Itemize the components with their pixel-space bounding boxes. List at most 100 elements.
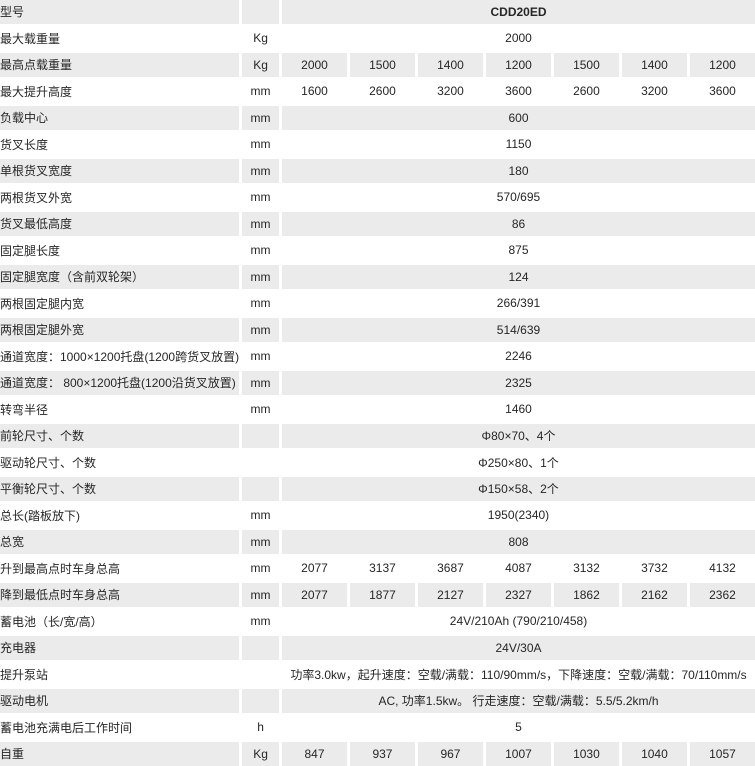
value-cell: 1500: [349, 53, 415, 77]
value-cell: 1200: [485, 53, 551, 77]
value-cell: 1877: [349, 583, 415, 607]
value-cell: 3600: [485, 79, 551, 103]
value-cell: 功率3.0kw，起升速度：空载/满载：110/90mm/s，下降速度：空载/满载…: [282, 662, 755, 686]
value-cell: Φ250×80、1个: [282, 450, 755, 474]
unit-cell: mm: [242, 556, 279, 580]
value-cell: 124: [282, 265, 755, 289]
value-cell: 24V/210Ah (790/210/458): [282, 609, 755, 633]
row-label: 蓄电池充满电后工作时间: [0, 715, 240, 739]
value-cell: 3732: [621, 556, 687, 580]
row-label: 通道宽度： 800×1200托盘(1200沿货叉放置): [0, 371, 240, 395]
row-label: 总长(踏板放下): [0, 503, 240, 527]
unit-cell: [242, 450, 279, 474]
value-cell: 3200: [621, 79, 687, 103]
value-cell: AC, 功率1.5kw。 行走速度：空载/满载：5.5/5.2km/h: [282, 689, 755, 713]
spec-row: 最高点载重量 Kg 2000 1500 1400 1200 1500 1400 1200: [0, 53, 755, 77]
spec-row: 最大载重量 Kg 2000: [0, 26, 755, 50]
row-label: 通道宽度：1000×1200托盘(1200跨货叉放置): [0, 344, 240, 368]
unit-cell: mm: [242, 397, 279, 421]
row-label: 两根固定腿内宽: [0, 291, 240, 315]
row-label: 单根货叉宽度: [0, 159, 240, 183]
row-label: 驱动轮尺寸、个数: [0, 450, 240, 474]
row-label: 自重: [0, 742, 240, 766]
spec-row: 单根货叉宽度 mm 180: [0, 159, 755, 183]
spec-row: 通道宽度：1000×1200托盘(1200跨货叉放置) mm 2246: [0, 344, 755, 368]
unit-cell: mm: [242, 212, 279, 236]
unit-cell: [242, 636, 279, 660]
unit-cell: mm: [242, 291, 279, 315]
spec-row: 两根固定腿内宽 mm 266/391: [0, 291, 755, 315]
value-cell: 86: [282, 212, 755, 236]
value-cell: 2000: [282, 26, 755, 50]
spec-row: 两根货叉外宽 mm 570/695: [0, 185, 755, 209]
unit-cell: mm: [242, 185, 279, 209]
spec-row: 平衡轮尺寸、个数 Φ150×58、2个: [0, 477, 755, 501]
value-cell: 2325: [282, 371, 755, 395]
spec-row: 最大提升高度 mm 1600 2600 3200 3600 2600 3200 3600: [0, 79, 755, 103]
spec-row: 蓄电池充满电后工作时间 h 5: [0, 715, 755, 739]
value-cell: 600: [282, 106, 755, 130]
row-label: 蓄电池（长/宽/高）: [0, 609, 240, 633]
value-cell: 1007: [485, 742, 551, 766]
value-cell: 808: [282, 530, 755, 554]
row-label: 前轮尺寸、个数: [0, 424, 240, 448]
unit-cell: Kg: [242, 26, 279, 50]
value-cell: 1600: [282, 79, 347, 103]
value-cell: 180: [282, 159, 755, 183]
unit-cell: [242, 424, 279, 448]
value-cell: 1150: [282, 132, 755, 156]
row-label: 驱动电机: [0, 689, 240, 713]
unit-cell: mm: [242, 238, 279, 262]
value-cell: 3132: [553, 556, 619, 580]
value-cell: 4132: [689, 556, 755, 580]
value-cell: 967: [417, 742, 483, 766]
row-label: 货叉长度: [0, 132, 240, 156]
unit-cell: mm: [242, 344, 279, 368]
unit-cell: [242, 477, 279, 501]
unit-cell: mm: [242, 530, 279, 554]
spec-row: 固定腿宽度（含前双轮架） mm 124: [0, 265, 755, 289]
spec-row: 两根固定腿外宽 mm 514/639: [0, 318, 755, 342]
spec-row: 提升泵站 功率3.0kw，起升速度：空载/满载：110/90mm/s，下降速度：空…: [0, 662, 755, 686]
unit-cell: mm: [242, 371, 279, 395]
unit-cell: mm: [242, 583, 279, 607]
row-label: 固定腿宽度（含前双轮架）: [0, 265, 240, 289]
value-cell: 1057: [689, 742, 755, 766]
unit-cell: mm: [242, 106, 279, 130]
value-cell: 4087: [485, 556, 551, 580]
unit-cell: mm: [242, 503, 279, 527]
unit-cell: [242, 689, 279, 713]
value-cell: 937: [349, 742, 415, 766]
value-cell: Φ150×58、2个: [282, 477, 755, 501]
row-label: 最大提升高度: [0, 79, 240, 103]
spec-row: 负载中心 mm 600: [0, 106, 755, 130]
spec-row: 固定腿长度 mm 875: [0, 238, 755, 262]
value-cell: 1030: [553, 742, 619, 766]
value-cell: 3200: [417, 79, 483, 103]
unit-cell: Kg: [242, 742, 279, 766]
value-cell: 2362: [689, 583, 755, 607]
row-label: 两根固定腿外宽: [0, 318, 240, 342]
spec-row: 通道宽度： 800×1200托盘(1200沿货叉放置) mm 2325: [0, 371, 755, 395]
spec-row: 总宽 mm 808: [0, 530, 755, 554]
row-label: 两根货叉外宽: [0, 185, 240, 209]
row-label: 提升泵站: [0, 662, 240, 686]
value-cell: 1950(2340): [282, 503, 755, 527]
spec-row: 升到最高点时车身总高 mm 2077 3137 3687 4087 3132 3732 4132: [0, 556, 755, 580]
unit-cell: mm: [242, 265, 279, 289]
value-cell: 1862: [553, 583, 619, 607]
spec-row: 降到最低点时车身总高 mm 2077 1877 2127 2327 1862 2162 2362: [0, 583, 755, 607]
row-label: 最高点载重量: [0, 53, 240, 77]
value-cell: 2600: [349, 79, 415, 103]
row-label: 平衡轮尺寸、个数: [0, 477, 240, 501]
value-cell: 1400: [417, 53, 483, 77]
value-cell: 266/391: [282, 291, 755, 315]
value-cell: 1460: [282, 397, 755, 421]
value-cell: 875: [282, 238, 755, 262]
value-cell: 570/695: [282, 185, 755, 209]
row-label: 总宽: [0, 530, 240, 554]
spec-row: 充电器 24V/30A: [0, 636, 755, 660]
unit-cell: mm: [242, 79, 279, 103]
spec-row: 型号 CDD20ED: [0, 0, 755, 24]
